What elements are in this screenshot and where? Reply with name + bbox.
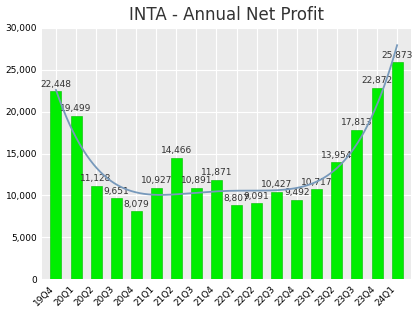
Text: 11,128: 11,128 [80,174,112,183]
Text: 10,717: 10,717 [301,178,333,187]
Bar [291,200,302,279]
Text: 10,427: 10,427 [261,180,292,189]
Text: 9,651: 9,651 [103,187,129,196]
Text: 10,891: 10,891 [181,177,212,185]
Text: 17,813: 17,813 [341,118,373,127]
Text: 9,492: 9,492 [284,188,310,197]
Bar [191,188,202,279]
Text: 10,927: 10,927 [141,176,172,185]
Bar [331,162,342,279]
Bar [131,212,142,279]
Text: 11,871: 11,871 [201,168,232,177]
Text: 8,079: 8,079 [123,200,149,209]
Bar [91,186,102,279]
Text: 25,873: 25,873 [381,51,413,60]
Text: 14,466: 14,466 [161,146,192,156]
Bar [391,63,403,279]
Text: 22,872: 22,872 [362,76,393,85]
Bar [231,205,242,279]
Text: 22,448: 22,448 [40,80,71,89]
Text: 8,807: 8,807 [224,194,249,203]
Bar [311,189,322,279]
Bar [110,198,122,279]
Bar [50,91,61,279]
Bar [271,192,282,279]
Bar [71,116,81,279]
Bar [211,180,222,279]
Bar [251,203,262,279]
Text: 9,091: 9,091 [244,192,270,201]
Bar [352,130,362,279]
Bar [151,187,162,279]
Text: 13,954: 13,954 [321,151,352,160]
Title: INTA - Annual Net Profit: INTA - Annual Net Profit [129,6,324,23]
Text: 19,499: 19,499 [60,104,92,113]
Bar [372,88,383,279]
Bar [171,158,182,279]
